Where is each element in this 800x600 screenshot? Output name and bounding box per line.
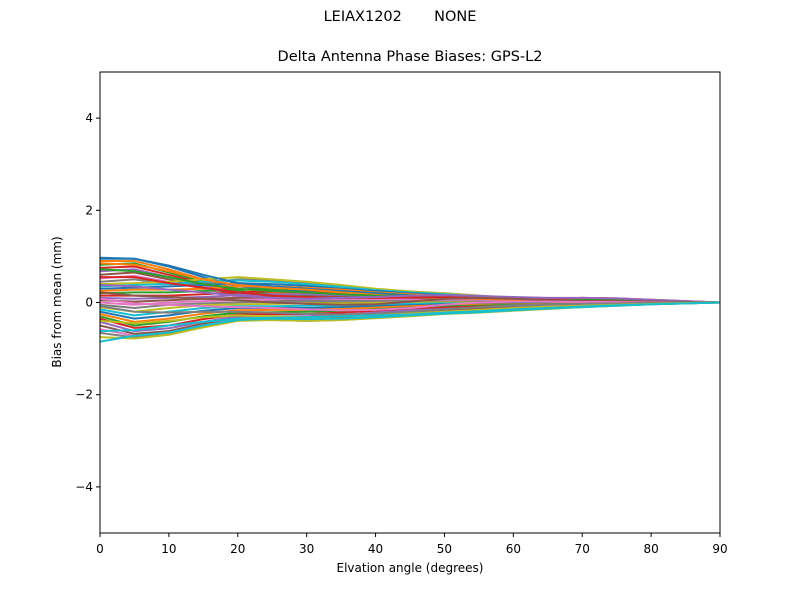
- x-axis-label: Elvation angle (degrees): [336, 561, 484, 575]
- series-line: [99, 301, 720, 316]
- series-line: [99, 301, 721, 333]
- y-tick-label: 0: [85, 296, 93, 310]
- figure-suptitle: LEIAX1202 NONE: [323, 9, 477, 25]
- x-tick-label: 80: [643, 542, 658, 556]
- y-tick-label: −4: [75, 480, 93, 494]
- y-tick-label: −2: [75, 388, 93, 402]
- series-line: [99, 297, 720, 312]
- x-tick-label: 50: [437, 542, 452, 556]
- x-axis-ticks: 0 10 20 30 40 50 60 70 80 90: [96, 533, 728, 556]
- x-tick-label: 0: [96, 542, 104, 556]
- x-tick-label: 30: [299, 542, 314, 556]
- x-tick-label: 40: [368, 542, 383, 556]
- y-tick-label: 4: [85, 111, 93, 125]
- y-axis-ticks: −4 −2 0 2 4: [75, 111, 100, 494]
- x-tick-label: 90: [712, 542, 727, 556]
- x-tick-label: 20: [230, 542, 245, 556]
- x-tick-label: 10: [161, 542, 176, 556]
- y-axis-label: Bias from mean (mm): [50, 236, 64, 368]
- data-lines: [99, 256, 721, 343]
- y-tick-label: 2: [85, 203, 93, 217]
- series-line: [99, 284, 721, 304]
- x-tick-label: 60: [506, 542, 521, 556]
- chart-title: Delta Antenna Phase Biases: GPS-L2: [277, 49, 543, 65]
- x-tick-label: 70: [575, 542, 590, 556]
